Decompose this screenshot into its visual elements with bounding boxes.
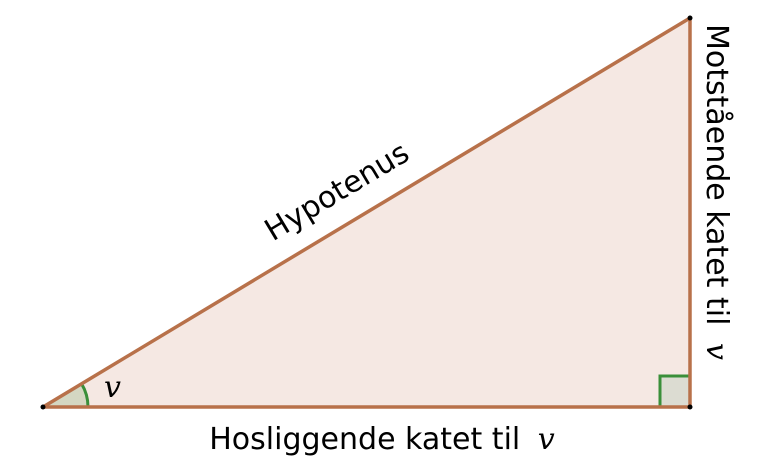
vertex-c xyxy=(687,15,693,21)
opposite-label-text: Motstående katet til xyxy=(699,24,734,325)
angle-label: v xyxy=(104,370,121,405)
adjacent-label: Hosliggende katet til v xyxy=(209,422,555,457)
adjacent-label-text: Hosliggende katet til xyxy=(209,422,520,457)
adjacent-label-symbol: v xyxy=(538,422,555,457)
hypotenuse-side xyxy=(41,16,692,409)
vertex-a xyxy=(40,404,46,410)
right-angle-marker xyxy=(658,374,692,409)
opposite-label: Motstående katet til v xyxy=(699,24,734,360)
vertex-b xyxy=(687,404,693,410)
opposite-label-symbol: v xyxy=(699,343,734,360)
